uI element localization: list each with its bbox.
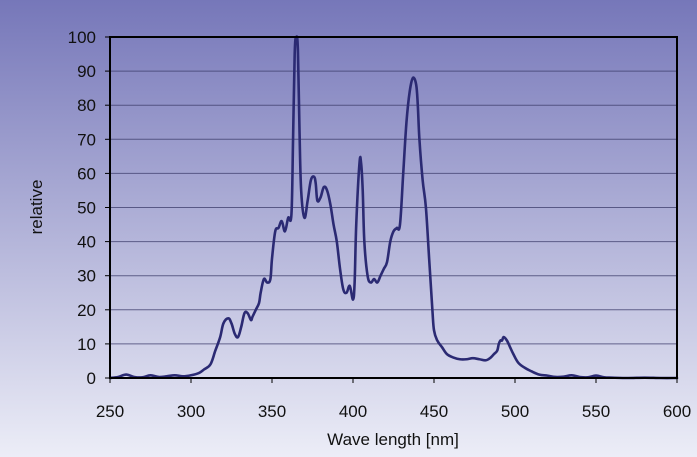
y-tick-label-100: 100 (68, 28, 96, 47)
x-tick-label-550: 550 (582, 402, 610, 421)
y-axis-title: relative (27, 180, 46, 235)
y-tick-label-0: 0 (87, 369, 96, 388)
y-tick-label-70: 70 (77, 130, 96, 149)
x-tick-label-400: 400 (339, 402, 367, 421)
y-tick-label-40: 40 (77, 233, 96, 252)
y-tick-label-90: 90 (77, 62, 96, 81)
y-tick-label-50: 50 (77, 199, 96, 218)
x-tick-label-500: 500 (501, 402, 529, 421)
y-tick-label-80: 80 (77, 96, 96, 115)
x-tick-label-600: 600 (663, 402, 691, 421)
y-tick-label-60: 60 (77, 164, 96, 183)
x-tick-label-350: 350 (258, 402, 286, 421)
y-tick-label-20: 20 (77, 301, 96, 320)
spectrum-series-line (108, 35, 679, 380)
x-axis-title: Wave length [nm] (327, 430, 459, 449)
x-tick-label-300: 300 (177, 402, 205, 421)
x-tick-label-450: 450 (420, 402, 448, 421)
x-tick-label-250: 250 (96, 402, 124, 421)
y-tick-label-30: 30 (77, 267, 96, 286)
y-tick-label-10: 10 (77, 335, 96, 354)
